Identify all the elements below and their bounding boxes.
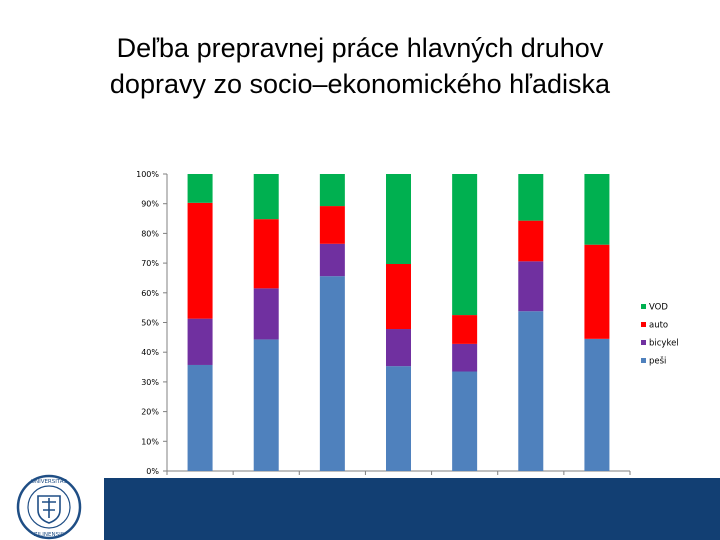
bar-segment-peši [319,276,345,471]
bar-segment-VOD [253,174,279,220]
university-seal-icon: UNIVERSITAS ZILINENSIS [16,474,82,540]
y-tick-label: 20% [141,408,159,417]
legend-label: auto [649,321,668,331]
legend-swatch-bicykel [641,340,646,345]
bar-segment-auto [187,202,213,319]
y-tick-label: 90% [141,200,159,209]
bar-segment-VOD [319,174,345,207]
bar-segment-auto [584,244,610,339]
bar-segment-VOD [386,174,411,264]
y-tick-label: 40% [141,348,159,357]
bar-segment-VOD [452,174,478,316]
y-tick-label: 30% [141,378,159,387]
bar-segment-bicykel [319,243,345,277]
legend-swatch-peši [641,358,646,363]
bar-segment-peši [386,366,411,471]
bar-segment-bicykel [518,261,544,312]
bar-segment-bicykel [187,318,213,365]
bar-segment-bicykel [452,343,478,372]
bar-segment-VOD [584,174,610,245]
bar-segment-bicykel [386,329,411,367]
svg-text:UNIVERSITAS: UNIVERSITAS [31,479,68,485]
bar-segment-peši [518,311,544,471]
legend-swatch-auto [641,322,646,327]
slide-title-line-2: dopravy zo socio–ekonomického hľadiska [109,69,611,99]
bar-segment-auto [386,263,411,330]
y-tick-label: 70% [141,259,159,268]
y-tick-label: 50% [141,319,159,328]
y-tick-label: 60% [141,289,159,298]
bar-segment-peši [187,364,213,471]
bar-segment-VOD [187,174,213,203]
y-tick-label: 80% [141,229,159,238]
y-tick-label: 10% [141,437,159,446]
legend-swatch-VOD [641,304,646,309]
bar-segment-auto [253,219,279,289]
bar-segment-auto [452,315,478,344]
legend-label: bicykel [649,339,679,349]
y-tick-label: 0% [146,467,159,476]
bar-segment-bicykel [253,288,279,340]
footer-band [0,478,720,540]
legend-label: peši [649,356,666,367]
y-tick-label: 100% [136,170,159,179]
bar-segment-peši [584,338,610,471]
bar-segment-auto [518,220,544,262]
bar-segment-peši [452,371,478,471]
bar-segment-auto [319,206,345,244]
slide-title-line-1: Deľba prepravnej práce hlavných druhov [116,33,604,63]
bar-segment-peši [253,339,279,471]
legend-label: VOD [649,303,668,313]
slide-title: Deľba prepravnej práce hlavných druhov d… [40,30,680,102]
svg-text:ZILINENSIS: ZILINENSIS [34,532,65,538]
bar-segment-VOD [518,174,544,221]
